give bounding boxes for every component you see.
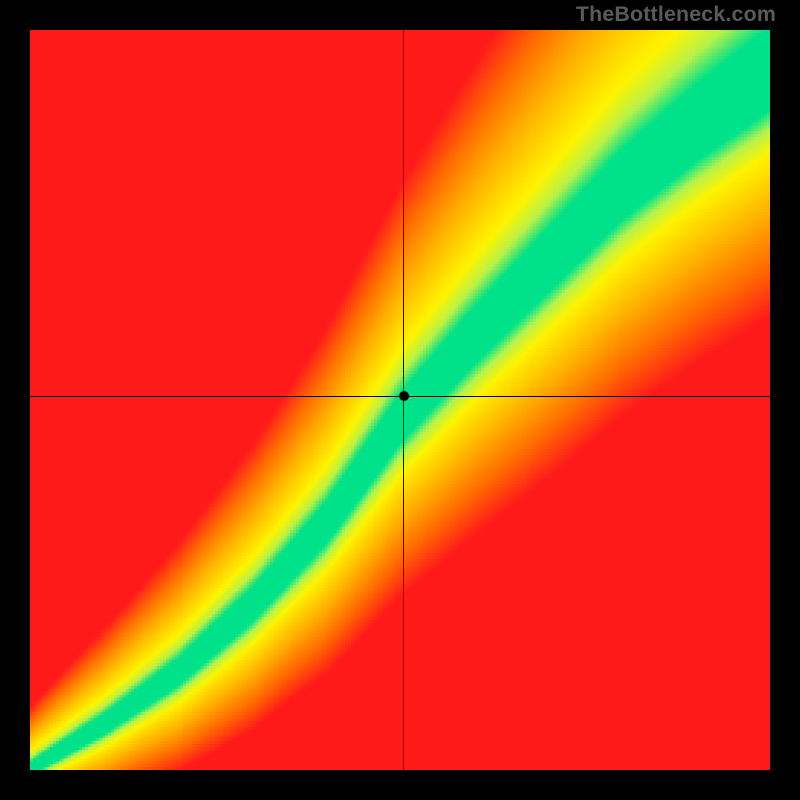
heatmap-plot	[30, 30, 770, 770]
figure-root: TheBottleneck.com	[0, 0, 800, 800]
watermark-text: TheBottleneck.com	[576, 2, 776, 27]
marker-dot	[399, 391, 409, 401]
